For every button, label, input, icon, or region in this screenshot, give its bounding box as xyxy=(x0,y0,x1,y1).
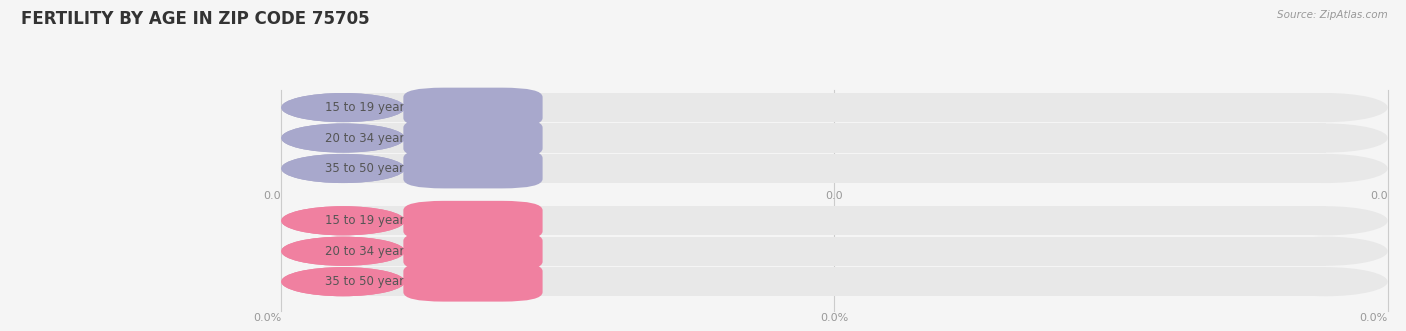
Circle shape xyxy=(281,237,405,266)
FancyBboxPatch shape xyxy=(404,88,543,127)
Circle shape xyxy=(281,206,405,235)
FancyBboxPatch shape xyxy=(404,201,543,241)
Text: 35 to 50 years: 35 to 50 years xyxy=(325,275,411,288)
Circle shape xyxy=(281,123,405,153)
Text: 0.0%: 0.0% xyxy=(458,277,488,287)
Circle shape xyxy=(281,154,405,183)
Bar xyxy=(343,206,1326,235)
FancyBboxPatch shape xyxy=(404,262,543,302)
Text: 0.0: 0.0 xyxy=(825,191,844,201)
Text: 20 to 34 years: 20 to 34 years xyxy=(325,131,411,145)
Text: 0.0: 0.0 xyxy=(1369,191,1388,201)
Circle shape xyxy=(281,237,405,266)
Circle shape xyxy=(281,123,405,153)
Circle shape xyxy=(1264,123,1388,153)
Circle shape xyxy=(281,267,405,296)
Circle shape xyxy=(281,93,405,122)
Text: 15 to 19 years: 15 to 19 years xyxy=(325,214,411,227)
Text: 15 to 19 years: 15 to 19 years xyxy=(325,101,411,114)
Circle shape xyxy=(281,93,405,122)
Circle shape xyxy=(281,154,405,183)
Text: 20 to 34 years: 20 to 34 years xyxy=(325,245,411,258)
Circle shape xyxy=(1264,93,1388,122)
FancyBboxPatch shape xyxy=(404,118,543,158)
Circle shape xyxy=(281,206,405,235)
FancyBboxPatch shape xyxy=(404,149,543,188)
Bar xyxy=(343,154,1326,183)
Circle shape xyxy=(281,206,405,235)
Bar xyxy=(343,237,1326,266)
Circle shape xyxy=(281,93,405,122)
Circle shape xyxy=(1264,267,1388,296)
Text: 0.0: 0.0 xyxy=(263,191,281,201)
Bar xyxy=(343,93,1326,122)
Text: 0.0%: 0.0% xyxy=(820,313,849,323)
Text: 0.0: 0.0 xyxy=(464,103,482,113)
Bar xyxy=(343,267,1326,296)
Text: FERTILITY BY AGE IN ZIP CODE 75705: FERTILITY BY AGE IN ZIP CODE 75705 xyxy=(21,10,370,28)
Circle shape xyxy=(281,154,405,183)
Circle shape xyxy=(281,267,405,296)
Text: 0.0%: 0.0% xyxy=(458,246,488,256)
Text: 0.0%: 0.0% xyxy=(458,216,488,226)
Text: 0.0: 0.0 xyxy=(464,133,482,143)
Circle shape xyxy=(281,237,405,266)
Text: Source: ZipAtlas.com: Source: ZipAtlas.com xyxy=(1277,10,1388,20)
Circle shape xyxy=(1264,237,1388,266)
Circle shape xyxy=(281,267,405,296)
Circle shape xyxy=(281,123,405,153)
Circle shape xyxy=(1264,206,1388,235)
Text: 35 to 50 years: 35 to 50 years xyxy=(325,162,411,175)
Bar xyxy=(343,123,1326,153)
Text: 0.0%: 0.0% xyxy=(1360,313,1388,323)
FancyBboxPatch shape xyxy=(404,231,543,271)
Text: 0.0: 0.0 xyxy=(464,164,482,173)
Circle shape xyxy=(1264,154,1388,183)
Text: 0.0%: 0.0% xyxy=(253,313,281,323)
